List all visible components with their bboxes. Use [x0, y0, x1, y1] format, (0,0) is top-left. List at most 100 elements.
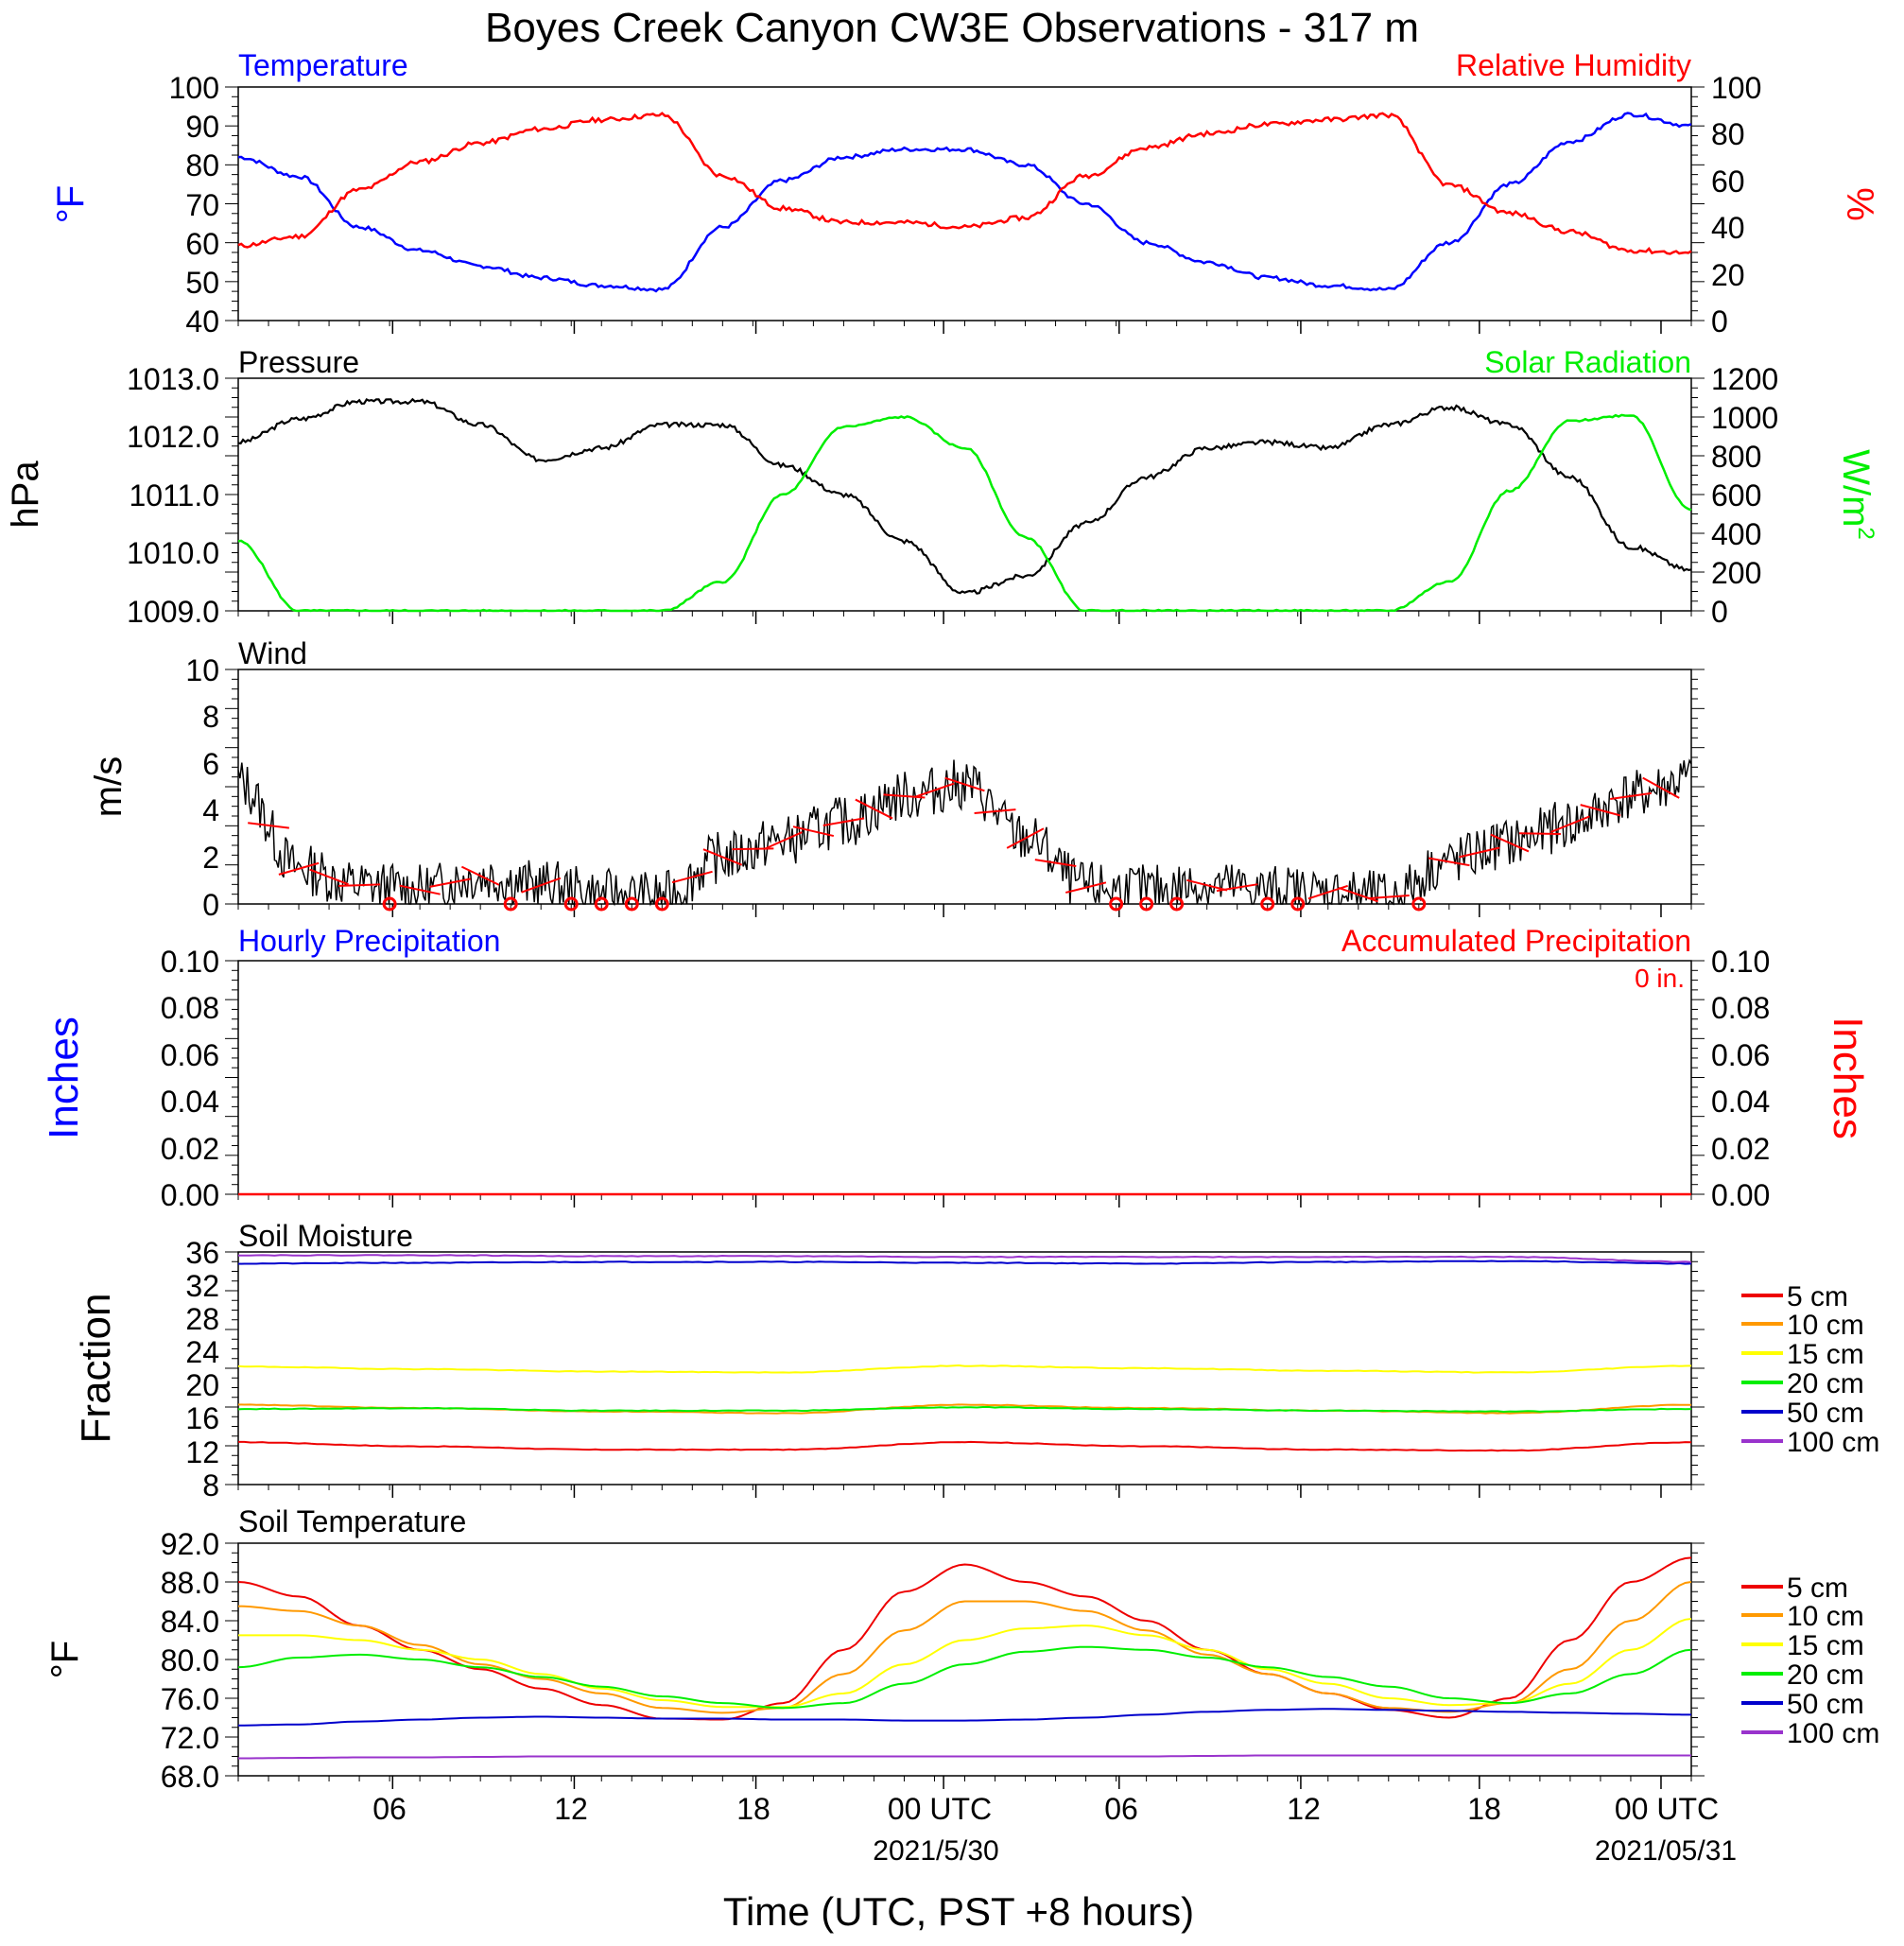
legend-label-15cm: 15 cm [1787, 1630, 1864, 1661]
wind-barb [1034, 859, 1077, 868]
calm-wind-marker [654, 896, 669, 912]
tick-marks-soil-moisture [225, 1251, 1705, 1498]
tick-label: 68.0 [161, 1760, 219, 1794]
plot-frame-temperature [237, 86, 1692, 321]
tick-label: 0.06 [161, 1038, 219, 1072]
legend-label-5cm: 5 cm [1787, 1281, 1848, 1312]
tick-label: 100 [1711, 71, 1761, 105]
calm-wind-marker [563, 896, 579, 912]
tick-label: 0 [202, 888, 219, 922]
tick-marks-soil-temperature [225, 1542, 1705, 1789]
solar-unit-superscript: 2 [1853, 527, 1878, 539]
wind-barb [309, 868, 349, 886]
tick-label: 0.08 [161, 991, 219, 1025]
wind-barb [278, 861, 320, 876]
axis-label-soil-temperature: °F [44, 1641, 86, 1678]
calm-wind-marker [382, 896, 397, 912]
tick-label: 70 [185, 188, 219, 222]
wind-barb [702, 848, 743, 866]
tick-label: 0.00 [161, 1178, 219, 1212]
tick-label: 92.0 [161, 1527, 219, 1561]
tick-label: 0.10 [1711, 945, 1770, 979]
soil-temperature-line-10cm [237, 1581, 1692, 1714]
date-label-first: 2021/5/30 [873, 1835, 998, 1867]
tick-label: 60 [185, 227, 219, 261]
tick-marks-temperature [225, 86, 1705, 334]
panel-temperature-humidity: Temperature Relative Humidity 100 90 80 … [50, 48, 1880, 339]
wind-barb [1550, 815, 1590, 833]
wind-barb [1642, 776, 1680, 799]
accumulated-total: 0 in. [1635, 964, 1685, 993]
time-tick-label: 18 [1467, 1792, 1501, 1826]
tick-label: 12 [185, 1435, 219, 1469]
legend-soil-moisture: 5 cm 10 cm 15 cm 20 cm 50 cm 100 cm [1741, 1281, 1879, 1458]
axis-label-temperature: °F [50, 185, 92, 223]
tick-label: 0.00 [1711, 1178, 1770, 1212]
tick-label: 60 [1711, 165, 1745, 199]
panel-title-humidity: Relative Humidity [1456, 48, 1691, 82]
left-ticks-pressure: 1013.0 1012.0 1011.0 1010.0 1009.0 [127, 362, 219, 629]
series-layer-soil-temperature [237, 1556, 1692, 1760]
time-tick-label: 00 UTC [1615, 1792, 1719, 1826]
panel-soil-moisture: Soil Moisture 36 32 28 24 20 16 12 8 Fra… [73, 1219, 1879, 1503]
legend-label-50cm: 50 cm [1787, 1398, 1864, 1429]
time-tick-label: 12 [554, 1792, 588, 1826]
tick-label: 600 [1711, 478, 1761, 513]
temperature-line [237, 112, 1692, 293]
soil-moisture-line-5cm [238, 1440, 1692, 1452]
plot-frame-precip [237, 960, 1692, 1195]
tick-marks-wind [225, 669, 1705, 917]
wind-barb [1428, 857, 1470, 867]
tick-label: 0.04 [161, 1085, 219, 1119]
wind-barb [248, 822, 289, 829]
tick-label: 8 [202, 1468, 219, 1503]
wind-barb [1459, 846, 1500, 859]
left-ticks-temperature: 100 90 80 70 60 50 40 [169, 71, 219, 339]
wind-barb [1580, 804, 1621, 817]
axis-label-humidity: % [1839, 187, 1880, 221]
panel-title-solar: Solar Radiation [1484, 345, 1691, 379]
calm-wind-marker [1169, 896, 1185, 912]
time-tick-label: 12 [1287, 1792, 1321, 1826]
tick-label: 1200 [1711, 362, 1778, 396]
wind-barb [855, 798, 893, 820]
wind-barb [521, 877, 562, 894]
calm-wind-marker [503, 896, 518, 912]
legend-label-100cm: 100 cm [1787, 1718, 1879, 1749]
soil-temperature-line-50cm [238, 1708, 1691, 1727]
soil-temperature-line-5cm [237, 1556, 1692, 1721]
left-ticks-soil-temperature: 92.0 88.0 84.0 80.0 76.0 72.0 68.0 [161, 1527, 219, 1794]
time-tick-label: 06 [1104, 1792, 1138, 1826]
panel-wind: Wind 10 8 6 4 2 0 m/s [88, 636, 1705, 922]
axis-label-soil-moisture: Fraction [73, 1294, 119, 1444]
panel-pressure-solar: Pressure Solar Radiation 1013.0 1012.0 1… [5, 345, 1878, 629]
legend-label-20cm: 20 cm [1787, 1659, 1864, 1691]
legend-label-100cm: 100 cm [1787, 1427, 1879, 1458]
soil-temperature-line-15cm [238, 1618, 1692, 1709]
tick-label: 1009.0 [127, 595, 219, 629]
tick-label: 80 [1711, 117, 1745, 151]
soil-moisture-line-50cm [237, 1260, 1692, 1265]
wind-barb [944, 776, 985, 792]
tick-label: 0.10 [161, 945, 219, 979]
tick-label: 20 [185, 1368, 219, 1402]
wind-barb [1338, 886, 1378, 903]
date-label-second: 2021/05/31 [1595, 1835, 1737, 1867]
tick-label: 2 [202, 841, 219, 875]
legend-label-50cm: 50 cm [1787, 1689, 1864, 1720]
plot-frame-soil-temperature [237, 1542, 1692, 1777]
tick-label: 10 [185, 653, 219, 687]
soil-moisture-line-100cm [238, 1254, 1692, 1263]
wind-barb [974, 808, 1016, 814]
tick-label: 200 [1711, 556, 1761, 590]
soil-moisture-line-20cm [237, 1406, 1692, 1414]
left-ticks-precip: 0.10 0.08 0.06 0.04 0.02 0.00 [161, 945, 219, 1212]
tick-label: 84.0 [161, 1605, 219, 1639]
time-tick-label: 06 [372, 1792, 407, 1826]
solar-radiation-line [237, 413, 1692, 613]
panel-title-hourly-precip: Hourly Precipitation [238, 924, 500, 958]
tick-label: 90 [185, 110, 219, 144]
tick-marks-pressure [225, 377, 1705, 624]
wind-barb [671, 870, 713, 884]
tick-label: 0 [1711, 304, 1728, 339]
